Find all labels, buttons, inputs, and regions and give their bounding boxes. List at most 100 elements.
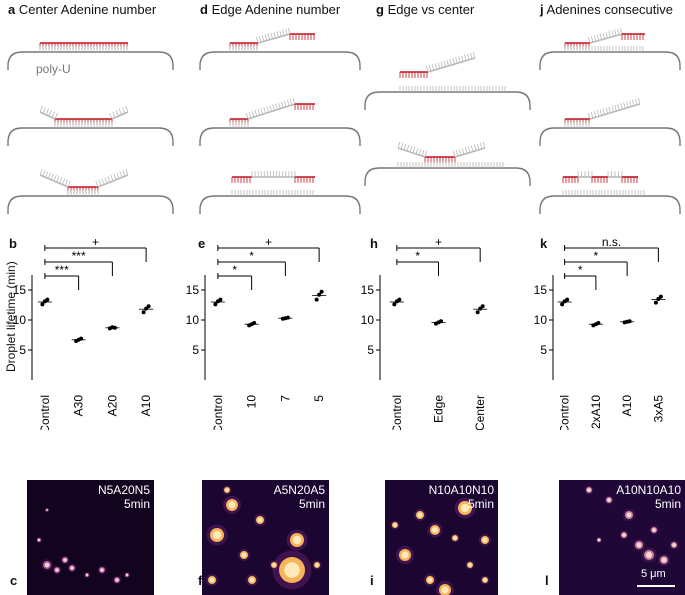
data-point xyxy=(478,306,483,311)
panel-b-label: b xyxy=(9,236,17,251)
significance-label: *** xyxy=(55,263,69,277)
panel-c-label: c xyxy=(10,573,18,588)
data-point xyxy=(213,302,218,307)
droplet-core xyxy=(427,577,433,583)
y-tick-label: 5 xyxy=(367,343,374,357)
droplet-core xyxy=(292,535,302,545)
poly-u-strand xyxy=(539,51,681,70)
panel-h-label: h xyxy=(370,236,378,251)
data-point xyxy=(218,297,223,302)
x-tick-label: 3xA5 xyxy=(651,395,665,423)
significance-bracket: * xyxy=(564,263,597,290)
significance-label: *** xyxy=(72,249,86,263)
droplet-core xyxy=(100,568,104,572)
significance-label: + xyxy=(435,235,442,249)
significance-label: * xyxy=(232,263,237,277)
x-tick-label: 2xA10 xyxy=(589,395,603,429)
micrograph-i-seq: N10A10N10 xyxy=(428,483,494,497)
strand-segment xyxy=(255,27,291,44)
droplet-core xyxy=(626,512,632,518)
data-point xyxy=(144,306,149,311)
strand-segment xyxy=(591,176,608,183)
poly-u-bases xyxy=(67,190,99,196)
strand-segment xyxy=(245,97,296,120)
data-point xyxy=(79,336,84,341)
strand-segment xyxy=(294,176,315,183)
significance-bracket: + xyxy=(396,235,481,262)
x-tick-label: 10 xyxy=(245,395,259,409)
poly-u-bases xyxy=(229,122,249,128)
scale-bar-label: 5 μm xyxy=(641,568,666,580)
data-point xyxy=(565,297,570,302)
droplet-core xyxy=(257,517,263,523)
data-point xyxy=(112,325,117,330)
panel-d-title: d Edge Adenine number xyxy=(200,2,341,17)
droplet-core xyxy=(401,551,409,559)
strand-segment xyxy=(289,33,315,40)
x-tick-label: Center xyxy=(473,395,487,430)
droplet-core xyxy=(63,558,67,562)
strand-segment xyxy=(587,27,623,44)
droplet-core xyxy=(672,543,676,547)
droplet-core xyxy=(482,537,488,543)
poly-u-strand xyxy=(7,195,174,214)
x-tick-label: A20 xyxy=(105,395,119,417)
strand-segment xyxy=(39,105,58,120)
droplet-core xyxy=(228,501,236,509)
droplet-core xyxy=(115,578,119,582)
data-point xyxy=(560,302,565,307)
data-point xyxy=(475,310,480,315)
strand-segment xyxy=(577,171,593,178)
data-point xyxy=(40,302,45,307)
y-tick-label: 15 xyxy=(13,283,27,297)
droplet-core xyxy=(417,512,423,518)
data-point xyxy=(439,319,443,324)
droplet-core xyxy=(597,538,601,542)
data-point xyxy=(314,297,319,302)
data-point xyxy=(252,321,257,325)
strand-segment xyxy=(231,176,252,183)
chart-e: 5 10 15 * * + Control 10 7 5 xyxy=(186,235,327,430)
micrograph-l-time: 5min xyxy=(654,497,681,511)
strand-segment xyxy=(621,33,645,40)
poly-u-bases xyxy=(397,162,504,168)
data-point xyxy=(285,315,290,320)
y-tick-label: 5 xyxy=(192,343,199,357)
strand-segment xyxy=(562,176,579,183)
droplet-core xyxy=(46,509,48,511)
y-tick-label: 10 xyxy=(13,313,27,327)
strand-segment xyxy=(251,171,296,178)
poly-u-strand xyxy=(7,127,174,146)
micrograph-l: A10N10A10 5min 5 μm xyxy=(559,480,685,595)
strand-segment xyxy=(397,141,428,158)
poly-u-bases xyxy=(399,86,506,92)
strand-segment xyxy=(587,97,641,120)
x-tick-label: A30 xyxy=(72,395,86,417)
droplet-core xyxy=(441,586,449,594)
poly-u-bases xyxy=(562,190,645,196)
poly-u-bases xyxy=(231,190,314,196)
strand-segment xyxy=(452,141,486,158)
droplet-core xyxy=(125,573,129,577)
significance-label: n.s. xyxy=(602,235,621,249)
poly-u-bases xyxy=(229,46,258,52)
poly-u-strand xyxy=(199,127,361,146)
schematics xyxy=(7,27,681,214)
droplet-core xyxy=(272,563,276,567)
strand-segment xyxy=(399,71,428,78)
droplet-core xyxy=(432,527,438,533)
droplet-core xyxy=(249,577,255,583)
droplet-core xyxy=(393,523,397,527)
droplet-core xyxy=(284,562,300,578)
significance-bracket: *** xyxy=(44,249,113,276)
poly-u-strand xyxy=(539,195,681,214)
data-point xyxy=(317,292,322,297)
micrograph-f: A5N20A5 5min xyxy=(202,480,329,595)
y-tick-label: 10 xyxy=(534,313,548,327)
poly-u-label: poly-U xyxy=(36,62,71,76)
x-tick-label: 7 xyxy=(278,395,292,402)
data-point xyxy=(319,289,324,294)
strand-segment xyxy=(425,51,476,73)
droplet-core xyxy=(453,536,457,540)
